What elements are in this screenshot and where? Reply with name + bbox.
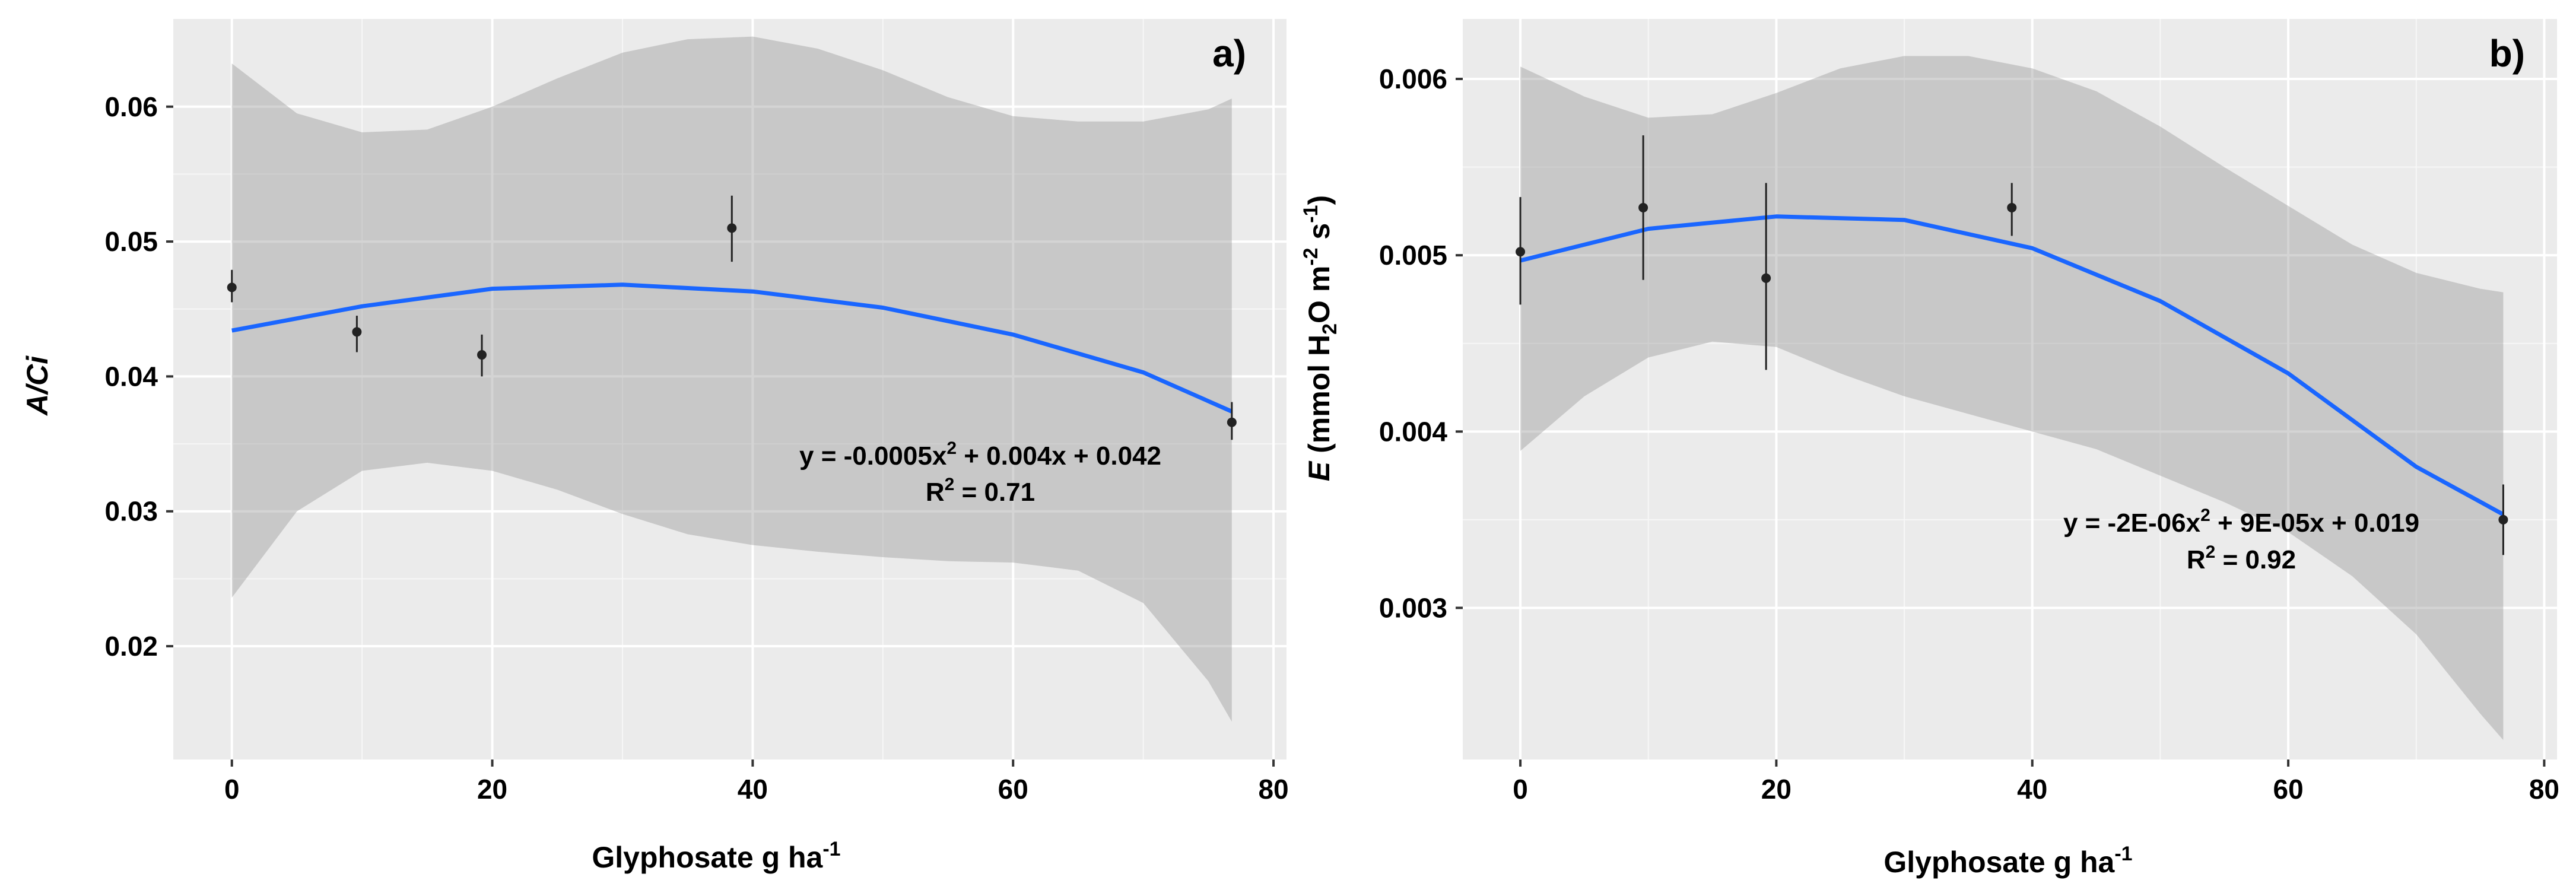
panel-b-plot-background [1463,19,2557,759]
y-tick-label: 0.02 [104,631,158,662]
data-point [1516,247,1526,257]
x-tick-label: 80 [2529,774,2559,805]
x-tick-label: 40 [2017,774,2047,805]
x-tick-label: 60 [2273,774,2304,805]
panel-b-fit-line [1520,214,2505,517]
data-point [1638,202,1648,212]
data-point [2007,202,2017,212]
panel-b: 0.003 0.004 0.005 0.006 0 20 40 60 80 b) y = -2… [1300,19,2559,879]
data-point [352,327,362,337]
panel-b-gridlines [1463,19,2557,759]
panel-b-r-squared: R2 = 0.92 [2187,542,2296,574]
confidence-band-area [231,36,1232,722]
panel-a-r-squared: R2 = 0.71 [926,475,1035,507]
data-point [1761,273,1771,283]
panel-b-x-tick-labels: 0 20 40 60 80 [1513,774,2559,805]
panel-b-tag: b) [2489,32,2525,75]
panel-b-x-axis-label: Glyphosate g ha-1 [1883,843,2132,879]
panel-a-x-tick-labels: 0 20 40 60 80 [224,774,1289,805]
panel-a-x-axis-label: Glyphosate g ha-1 [592,838,840,874]
panel-b-points [1516,202,2508,525]
y-tick-label: 0.004 [1379,416,1448,447]
data-point [227,282,237,293]
panel-a-plot-background [173,19,1287,759]
y-tick-label: 0.005 [1379,240,1447,271]
panel-b-equation: y = -2E-06x2 + 9E-05x + 0.019 [2063,506,2419,538]
y-tick-label: 0.05 [104,226,158,257]
x-tick-label: 0 [1513,774,1528,805]
y-tick-label: 0.04 [104,361,158,392]
y-tick-label: 0.06 [104,91,158,122]
x-tick-label: 40 [738,774,768,805]
panel-a-confidence-band [231,36,1232,722]
y-tick-label: 0.003 [1379,592,1447,623]
panel-a-tag: a) [1212,32,1246,75]
panel-a-tick-marks [166,105,1275,767]
data-point [727,223,737,233]
panel-b-y-tick-labels: 0.003 0.004 0.005 0.006 [1379,63,1448,623]
x-tick-label: 60 [998,774,1028,805]
panel-a-equation: y = -0.0005x2 + 0.004x + 0.042 [799,438,1161,471]
data-point [1227,417,1237,427]
data-point [477,350,487,360]
quadratic-fit-line [1520,214,2505,517]
data-point [2498,514,2508,525]
panel-b-y-axis-label: E (mmol H2O m-2 s-1) [1300,195,1341,481]
x-tick-label: 20 [1761,774,1792,805]
y-tick-label: 0.006 [1379,63,1447,94]
x-tick-label: 20 [477,774,507,805]
panel-a-fit-line [231,282,1233,414]
panel-a-gridlines [173,19,1287,759]
panel-a-y-tick-labels: 0.02 0.03 0.04 0.05 0.06 [104,91,158,662]
panel-a-points [227,223,1237,427]
y-tick-label: 0.03 [104,496,158,527]
panel-a-y-axis-label: A/Ci [21,355,54,417]
x-tick-label: 0 [224,774,240,805]
x-tick-label: 80 [1258,774,1288,805]
panel-a: 0.02 0.03 0.04 0.05 0.06 0 20 40 60 80 a) y = -0… [21,19,1289,874]
quadratic-fit-line [231,282,1233,414]
panel-b-tick-marks [1456,78,2546,767]
